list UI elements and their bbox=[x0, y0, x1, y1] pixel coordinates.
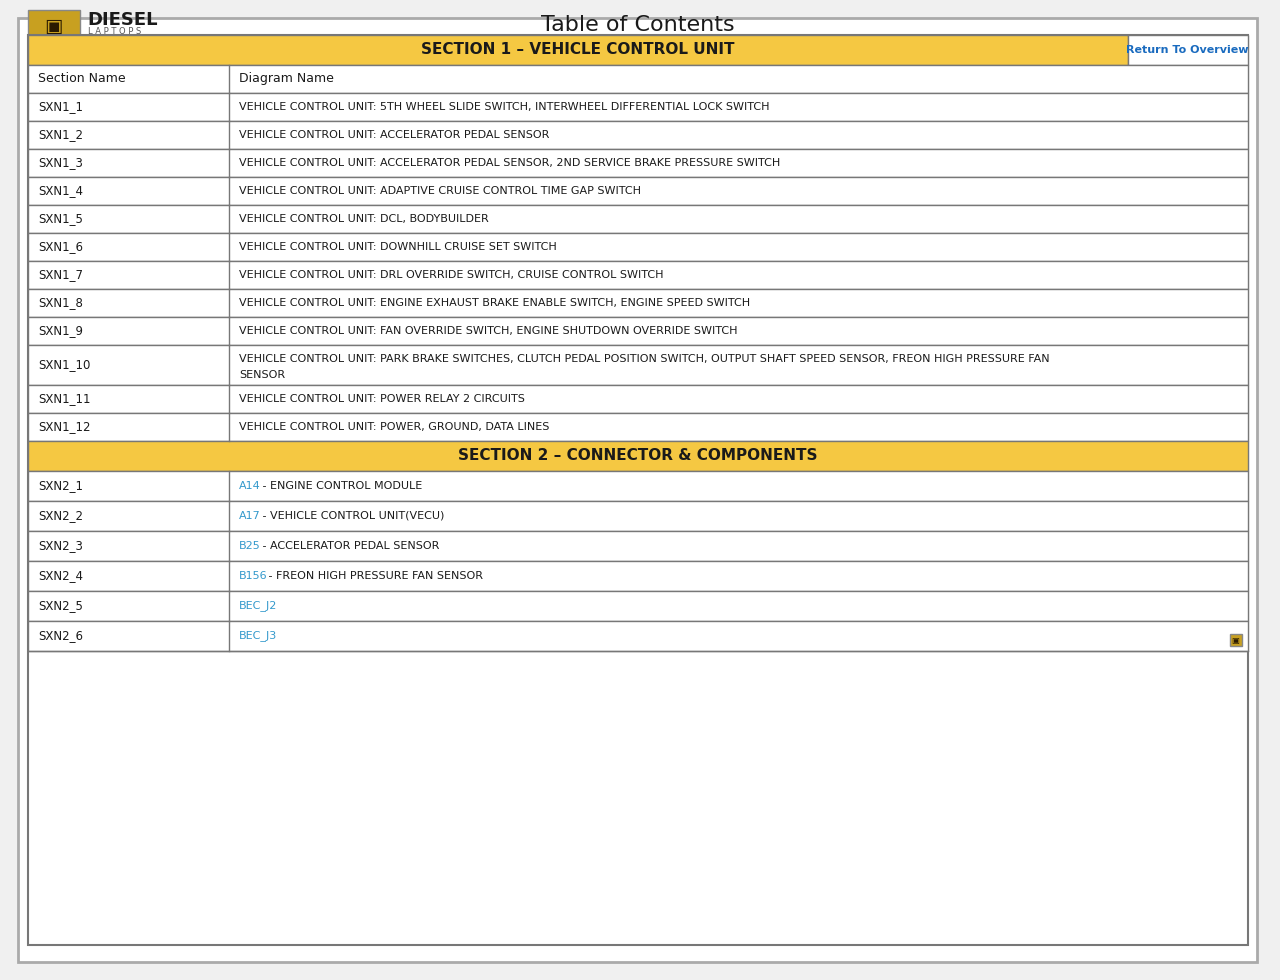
FancyBboxPatch shape bbox=[28, 413, 1248, 441]
Text: ▣: ▣ bbox=[45, 17, 63, 35]
Text: - ACCELERATOR PEDAL SENSOR: - ACCELERATOR PEDAL SENSOR bbox=[259, 541, 439, 551]
Text: BEC_J3: BEC_J3 bbox=[239, 630, 278, 642]
FancyBboxPatch shape bbox=[28, 65, 1248, 93]
Text: SXN2_5: SXN2_5 bbox=[38, 600, 83, 612]
Text: VEHICLE CONTROL UNIT: DRL OVERRIDE SWITCH, CRUISE CONTROL SWITCH: VEHICLE CONTROL UNIT: DRL OVERRIDE SWITC… bbox=[239, 270, 663, 280]
FancyBboxPatch shape bbox=[28, 591, 1248, 621]
Text: VEHICLE CONTROL UNIT: POWER RELAY 2 CIRCUITS: VEHICLE CONTROL UNIT: POWER RELAY 2 CIRC… bbox=[239, 394, 525, 404]
Text: - ENGINE CONTROL MODULE: - ENGINE CONTROL MODULE bbox=[259, 481, 422, 491]
Text: A14: A14 bbox=[239, 481, 261, 491]
Text: SXN1_9: SXN1_9 bbox=[38, 324, 83, 337]
Text: VEHICLE CONTROL UNIT: ACCELERATOR PEDAL SENSOR: VEHICLE CONTROL UNIT: ACCELERATOR PEDAL … bbox=[239, 130, 549, 140]
FancyBboxPatch shape bbox=[28, 149, 1248, 177]
Text: SECTION 2 – CONNECTOR & COMPONENTS: SECTION 2 – CONNECTOR & COMPONENTS bbox=[458, 449, 818, 464]
FancyBboxPatch shape bbox=[1128, 35, 1248, 65]
Text: B25: B25 bbox=[239, 541, 261, 551]
Text: VEHICLE CONTROL UNIT: DCL, BODYBUILDER: VEHICLE CONTROL UNIT: DCL, BODYBUILDER bbox=[239, 214, 489, 224]
FancyBboxPatch shape bbox=[1230, 634, 1242, 646]
Text: Diagram Name: Diagram Name bbox=[239, 73, 334, 85]
Text: VEHICLE CONTROL UNIT: ADAPTIVE CRUISE CONTROL TIME GAP SWITCH: VEHICLE CONTROL UNIT: ADAPTIVE CRUISE CO… bbox=[239, 186, 641, 196]
FancyBboxPatch shape bbox=[28, 10, 79, 42]
FancyBboxPatch shape bbox=[28, 93, 1248, 121]
Text: Section Name: Section Name bbox=[38, 73, 125, 85]
Text: SXN1_3: SXN1_3 bbox=[38, 157, 83, 170]
Text: Table of Contents: Table of Contents bbox=[541, 15, 735, 35]
FancyBboxPatch shape bbox=[28, 317, 1248, 345]
Text: SXN1_8: SXN1_8 bbox=[38, 297, 83, 310]
FancyBboxPatch shape bbox=[28, 471, 1248, 501]
Text: SXN2_1: SXN2_1 bbox=[38, 479, 83, 493]
FancyBboxPatch shape bbox=[28, 261, 1248, 289]
FancyBboxPatch shape bbox=[28, 289, 1248, 317]
Text: SXN1_12: SXN1_12 bbox=[38, 420, 91, 433]
Text: VEHICLE CONTROL UNIT: FAN OVERRIDE SWITCH, ENGINE SHUTDOWN OVERRIDE SWITCH: VEHICLE CONTROL UNIT: FAN OVERRIDE SWITC… bbox=[239, 326, 737, 336]
Text: SXN1_1: SXN1_1 bbox=[38, 101, 83, 114]
FancyBboxPatch shape bbox=[28, 121, 1248, 149]
FancyBboxPatch shape bbox=[28, 35, 1248, 945]
FancyBboxPatch shape bbox=[28, 35, 1128, 65]
Text: Return To Overview: Return To Overview bbox=[1126, 45, 1249, 55]
Text: VEHICLE CONTROL UNIT: POWER, GROUND, DATA LINES: VEHICLE CONTROL UNIT: POWER, GROUND, DAT… bbox=[239, 422, 549, 432]
Text: VEHICLE CONTROL UNIT: 5TH WHEEL SLIDE SWITCH, INTERWHEEL DIFFERENTIAL LOCK SWITC: VEHICLE CONTROL UNIT: 5TH WHEEL SLIDE SW… bbox=[239, 102, 769, 112]
Text: SXN1_10: SXN1_10 bbox=[38, 359, 90, 371]
Text: VEHICLE CONTROL UNIT: ENGINE EXHAUST BRAKE ENABLE SWITCH, ENGINE SPEED SWITCH: VEHICLE CONTROL UNIT: ENGINE EXHAUST BRA… bbox=[239, 298, 750, 308]
FancyBboxPatch shape bbox=[28, 531, 1248, 561]
Text: SXN2_4: SXN2_4 bbox=[38, 569, 83, 582]
FancyBboxPatch shape bbox=[28, 385, 1248, 413]
Text: SXN1_5: SXN1_5 bbox=[38, 213, 83, 225]
Text: DIESEL: DIESEL bbox=[88, 11, 159, 29]
Text: SXN2_6: SXN2_6 bbox=[38, 629, 83, 643]
Text: SXN1_7: SXN1_7 bbox=[38, 269, 83, 281]
Text: VEHICLE CONTROL UNIT: ACCELERATOR PEDAL SENSOR, 2ND SERVICE BRAKE PRESSURE SWITC: VEHICLE CONTROL UNIT: ACCELERATOR PEDAL … bbox=[239, 158, 781, 168]
FancyBboxPatch shape bbox=[28, 345, 1248, 385]
Text: VEHICLE CONTROL UNIT: DOWNHILL CRUISE SET SWITCH: VEHICLE CONTROL UNIT: DOWNHILL CRUISE SE… bbox=[239, 242, 557, 252]
Text: B156: B156 bbox=[239, 571, 268, 581]
FancyBboxPatch shape bbox=[28, 441, 1248, 471]
Text: SXN1_11: SXN1_11 bbox=[38, 393, 91, 406]
Text: SXN1_6: SXN1_6 bbox=[38, 240, 83, 254]
Text: ▣: ▣ bbox=[1231, 635, 1239, 645]
FancyBboxPatch shape bbox=[28, 177, 1248, 205]
Text: SXN1_2: SXN1_2 bbox=[38, 128, 83, 141]
FancyBboxPatch shape bbox=[28, 205, 1248, 233]
Text: SECTION 1 – VEHICLE CONTROL UNIT: SECTION 1 – VEHICLE CONTROL UNIT bbox=[421, 42, 735, 58]
Text: VEHICLE CONTROL UNIT: PARK BRAKE SWITCHES, CLUTCH PEDAL POSITION SWITCH, OUTPUT : VEHICLE CONTROL UNIT: PARK BRAKE SWITCHE… bbox=[239, 354, 1050, 364]
Text: SXN2_3: SXN2_3 bbox=[38, 540, 83, 553]
Text: A17: A17 bbox=[239, 511, 261, 521]
Text: SXN2_2: SXN2_2 bbox=[38, 510, 83, 522]
FancyBboxPatch shape bbox=[28, 233, 1248, 261]
Text: - FREON HIGH PRESSURE FAN SENSOR: - FREON HIGH PRESSURE FAN SENSOR bbox=[265, 571, 483, 581]
FancyBboxPatch shape bbox=[28, 561, 1248, 591]
Text: BEC_J2: BEC_J2 bbox=[239, 601, 278, 612]
Text: - VEHICLE CONTROL UNIT(VECU): - VEHICLE CONTROL UNIT(VECU) bbox=[259, 511, 444, 521]
Text: SENSOR: SENSOR bbox=[239, 370, 285, 380]
Text: L A P T O P S: L A P T O P S bbox=[88, 27, 141, 36]
Text: SXN1_4: SXN1_4 bbox=[38, 184, 83, 198]
FancyBboxPatch shape bbox=[28, 501, 1248, 531]
FancyBboxPatch shape bbox=[28, 621, 1248, 651]
FancyBboxPatch shape bbox=[18, 18, 1257, 962]
